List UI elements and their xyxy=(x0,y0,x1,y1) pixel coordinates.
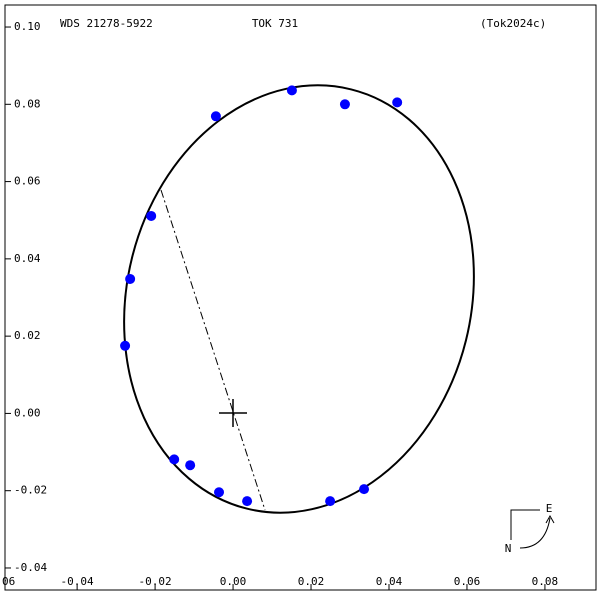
y-tick-label: -0.04 xyxy=(14,561,47,574)
x-tick-label: 0.06 xyxy=(454,575,481,588)
y-tick-label: 0.10 xyxy=(14,20,41,33)
x-tick-label: 0.04 xyxy=(376,575,403,588)
y-tick-label: 0.06 xyxy=(14,175,41,188)
x-tick-label: -0.02 xyxy=(139,575,172,588)
observation xyxy=(169,454,180,465)
orbit xyxy=(123,84,475,514)
wds-label: WDS 21278-5922 xyxy=(60,17,153,30)
observation xyxy=(325,496,336,507)
chart-title: TOK 731 xyxy=(252,17,298,30)
x-tick-label: -0.04 xyxy=(61,575,94,588)
x-tick-label: 0.02 xyxy=(298,575,325,588)
frame xyxy=(4,4,597,591)
y-tick-label: -0.02 xyxy=(14,484,47,497)
x-tick-label: 0.00 xyxy=(220,575,247,588)
compass-arrow xyxy=(519,514,555,549)
compass-north: N xyxy=(505,542,512,555)
observation xyxy=(242,496,253,507)
observation xyxy=(185,460,196,471)
x-tick-label: 06 xyxy=(2,575,15,588)
observation xyxy=(125,273,136,284)
observation xyxy=(359,484,370,495)
observation xyxy=(339,99,350,110)
observation xyxy=(210,111,221,122)
y-tick-label: 0.02 xyxy=(14,329,41,342)
y-tick-label: 0.08 xyxy=(14,97,41,110)
compass-east: E xyxy=(546,502,553,515)
y-tick-label: 0.04 xyxy=(14,252,41,265)
observation xyxy=(214,487,225,498)
y-tick-label: 0.00 xyxy=(14,406,41,419)
observation xyxy=(286,85,297,96)
compass xyxy=(510,509,540,540)
reference-label: (Tok2024c) xyxy=(480,17,546,30)
observation xyxy=(120,340,131,351)
observation xyxy=(392,97,403,108)
x-tick-label: 0.08 xyxy=(532,575,559,588)
observation xyxy=(146,210,157,221)
primary-star xyxy=(219,399,247,427)
